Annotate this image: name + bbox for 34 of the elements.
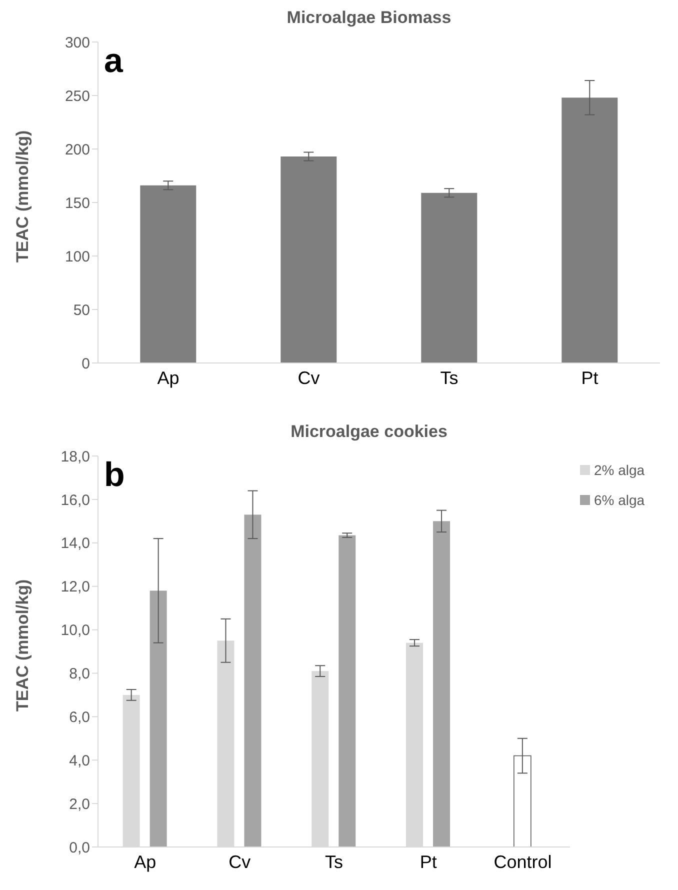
y-axis-title: TEAC (mmol/kg) [13, 579, 32, 712]
y-tick-label: 200 [64, 141, 90, 158]
x-tick-label: Ap [134, 852, 156, 872]
y-axis-title: TEAC (mmol/kg) [13, 130, 32, 262]
y-tick-label: 150 [64, 194, 90, 212]
chart-title: Microalgae cookies [290, 422, 448, 443]
y-tick-label: 4,0 [69, 752, 90, 770]
y-tick-label: 300 [64, 34, 90, 52]
x-tick-label: Ts [440, 368, 458, 388]
y-tick-label: 0 [82, 355, 90, 372]
y-tick-label: 6,0 [69, 708, 90, 726]
legend-label: 6% alga [594, 492, 645, 508]
y-tick-label: 8,0 [69, 666, 90, 683]
y-tick-label: 16,0 [60, 492, 90, 509]
y-tick-label: 10,0 [60, 622, 90, 640]
y-tick-label: 0,0 [69, 839, 90, 856]
chart-title: Microalgae Biomass [286, 8, 452, 29]
x-tick-label: Pt [581, 368, 598, 388]
y-tick-label: 18,0 [60, 448, 90, 466]
x-tick-label: Ts [325, 852, 343, 872]
y-tick-label: 12,0 [60, 578, 90, 596]
legend-label: 2% alga [594, 462, 645, 478]
x-tick-label: Control [494, 852, 552, 872]
y-tick-label: 250 [64, 88, 90, 105]
annotation: b [104, 456, 125, 495]
annotation: a [104, 42, 123, 81]
x-tick-label: Cv [228, 852, 251, 872]
y-tick-label: 50 [73, 302, 90, 319]
x-tick-label: Pt [420, 852, 437, 872]
y-tick-label: 100 [64, 248, 90, 266]
x-tick-label: Cv [298, 368, 320, 388]
y-tick-label: 2,0 [69, 796, 90, 813]
y-tick-label: 14,0 [60, 535, 90, 552]
x-tick-label: Ap [157, 368, 180, 388]
